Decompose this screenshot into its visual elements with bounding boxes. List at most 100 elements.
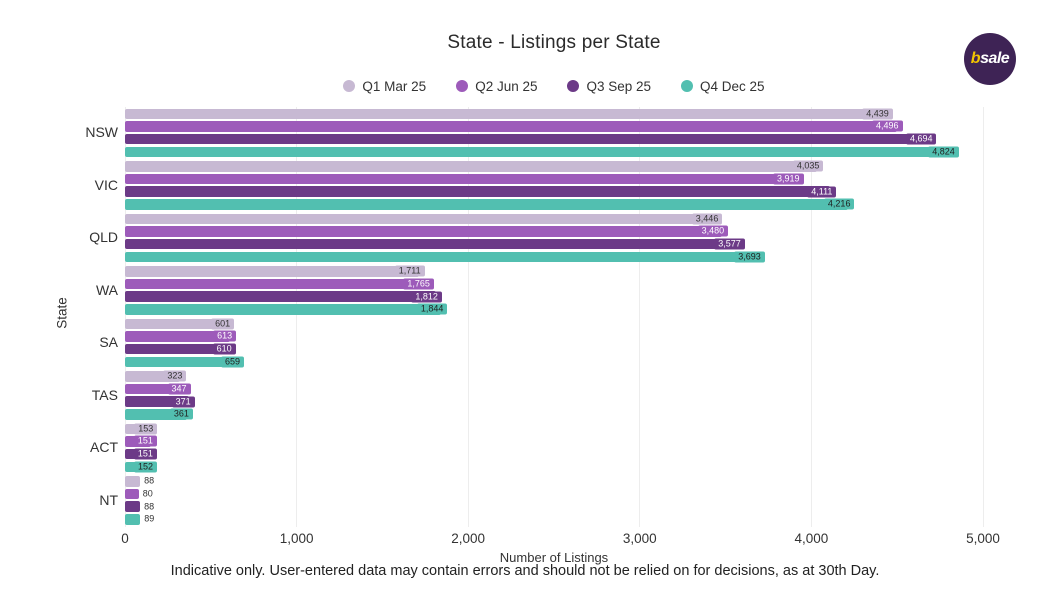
legend-item-4[interactable]: Q4 Dec 25 <box>681 79 765 94</box>
bar-value-label: 4,694 <box>905 133 937 145</box>
bar-value-label: 613 <box>213 330 237 342</box>
bar-value-label: 3,577 <box>714 238 745 250</box>
bar-wa-2[interactable]: 1,765 <box>125 278 434 290</box>
bar-sa-3[interactable]: 610 <box>125 343 236 355</box>
bar-tas-3[interactable]: 371 <box>125 396 195 408</box>
bar-sa-4[interactable]: 659 <box>125 356 245 368</box>
bsale-logo: b sale <box>964 33 1016 85</box>
legend-item-2[interactable]: Q2 Jun 25 <box>456 79 537 94</box>
bar-value-label: 3,693 <box>734 251 765 263</box>
bar-value-label: 89 <box>144 513 155 524</box>
bar-value-label: 1,812 <box>411 291 442 303</box>
y-category-label-tas: TAS <box>91 386 118 403</box>
bar-act-2[interactable]: 151 <box>125 435 157 447</box>
bar-nsw-4[interactable]: 4,824 <box>125 146 959 158</box>
footer-disclaimer: Indicative only. User-entered data may c… <box>170 563 880 579</box>
bar-vic-4[interactable]: 4,216 <box>125 198 855 210</box>
bar-value-label: 152 <box>134 461 158 473</box>
bar-nt-3[interactable]: 88 <box>125 501 154 512</box>
bar-value-label: 1,711 <box>394 265 425 277</box>
x-tick-label: 0 <box>121 531 129 546</box>
bar-vic-3[interactable]: 4,111 <box>125 186 837 198</box>
bar-value-label: 4,496 <box>871 120 903 132</box>
y-category-label-act: ACT <box>90 439 118 456</box>
y-category-label-qld: QLD <box>89 229 118 246</box>
bar-qld-2[interactable]: 3,480 <box>125 225 729 237</box>
bar-tas-4[interactable]: 361 <box>125 408 193 420</box>
bar-value-label: 3,919 <box>772 173 804 185</box>
bar-vic-2[interactable]: 3,919 <box>125 173 804 185</box>
x-tick-label: 3,000 <box>622 531 657 546</box>
bar-nt-1[interactable]: 88 <box>125 476 154 487</box>
x-tick-label: 1,000 <box>279 531 314 546</box>
legend-dot <box>567 80 580 92</box>
y-category-label-wa: WA <box>95 281 118 298</box>
bar-nsw-1[interactable]: 4,439 <box>125 108 893 120</box>
legend-dot <box>343 80 356 92</box>
x-axis-ticks: 0 1,000 2,000 3,000 4,000 5,000 <box>0 531 1050 549</box>
bar-wa-1[interactable]: 1,711 <box>125 265 425 277</box>
bar-nsw-2[interactable]: 4,496 <box>125 120 903 132</box>
legend-dot <box>456 80 469 92</box>
bar-qld-4[interactable]: 3,693 <box>125 251 765 263</box>
bar-qld-1[interactable]: 3,446 <box>125 213 723 225</box>
gridline <box>810 107 812 527</box>
bar-act-4[interactable]: 152 <box>125 461 158 473</box>
x-axis-title: Number of Listings <box>499 550 609 565</box>
bar-value-label: 4,035 <box>792 160 824 172</box>
legend-label: Q2 Jun 25 <box>475 78 538 94</box>
chart-legend: Q1 Mar 25 Q2 Jun 25 Q3 Sep 25 Q4 Dec 25 <box>125 76 983 96</box>
bar-vic-1[interactable]: 4,035 <box>125 160 824 172</box>
bar-nt-2[interactable]: 80 <box>125 488 153 500</box>
x-tick-label: 5,000 <box>966 531 1000 546</box>
bar-value-label: 610 <box>212 343 236 355</box>
y-category-label-nsw: NSW <box>85 124 118 141</box>
bar-wa-3[interactable]: 1,812 <box>125 291 442 303</box>
bar-tas-1[interactable]: 323 <box>125 370 187 382</box>
legend-label: Q3 Sep 25 <box>586 78 652 94</box>
bar-value-label: 151 <box>133 435 157 447</box>
bar-value-label: 4,824 <box>928 146 959 158</box>
gridline <box>639 107 641 527</box>
bar-act-3[interactable]: 151 <box>125 448 157 460</box>
gridline <box>982 107 984 527</box>
bar-value-label: 3,480 <box>697 225 729 237</box>
bar-qld-3[interactable]: 3,577 <box>125 238 745 250</box>
logo-text-b: b <box>970 50 981 67</box>
bar-value-label: 151 <box>133 448 157 460</box>
y-category-label-nt: NT <box>99 491 118 508</box>
bar-value-label: 4,111 <box>807 186 837 198</box>
bar-tas-2[interactable]: 347 <box>125 383 191 395</box>
x-tick-label: 2,000 <box>451 531 486 546</box>
bar-wa-4[interactable]: 1,844 <box>125 303 448 315</box>
bar-value-label: 80 <box>142 488 153 499</box>
legend-item-1[interactable]: Q1 Mar 25 <box>343 79 426 94</box>
bar-value-label: 601 <box>211 318 235 330</box>
bar-nsw-3[interactable]: 4,694 <box>125 133 937 145</box>
legend-item-3[interactable]: Q3 Sep 25 <box>567 79 651 94</box>
y-category-label-sa: SA <box>99 334 118 351</box>
bar-value-label: 323 <box>163 370 187 382</box>
bar-value-label: 1,765 <box>403 278 434 290</box>
legend-label: Q1 Mar 25 <box>362 78 427 94</box>
bar-value-label: 659 <box>221 356 245 368</box>
bar-value-label: 88 <box>144 475 155 486</box>
gridline <box>296 107 298 527</box>
logo-text-sale: sale <box>980 50 1010 67</box>
bar-sa-1[interactable]: 601 <box>125 318 235 330</box>
legend-dot <box>681 80 694 92</box>
y-category-label-vic: VIC <box>94 176 118 193</box>
gridline <box>467 107 469 527</box>
bar-sa-2[interactable]: 613 <box>125 330 237 342</box>
bar-value-label: 1,844 <box>416 303 448 315</box>
bar-value-label: 3,446 <box>691 213 723 225</box>
legend-label: Q4 Dec 25 <box>700 78 765 94</box>
bar-nt-4[interactable]: 89 <box>125 514 154 525</box>
bar-value-label: 4,439 <box>862 108 893 120</box>
x-tick-label: 4,000 <box>794 531 829 546</box>
chart-title: State - Listings per State <box>447 32 661 53</box>
bar-value-label: 88 <box>144 501 155 512</box>
bar-act-1[interactable]: 153 <box>125 423 158 435</box>
bar-value-label: 4,216 <box>823 198 855 210</box>
